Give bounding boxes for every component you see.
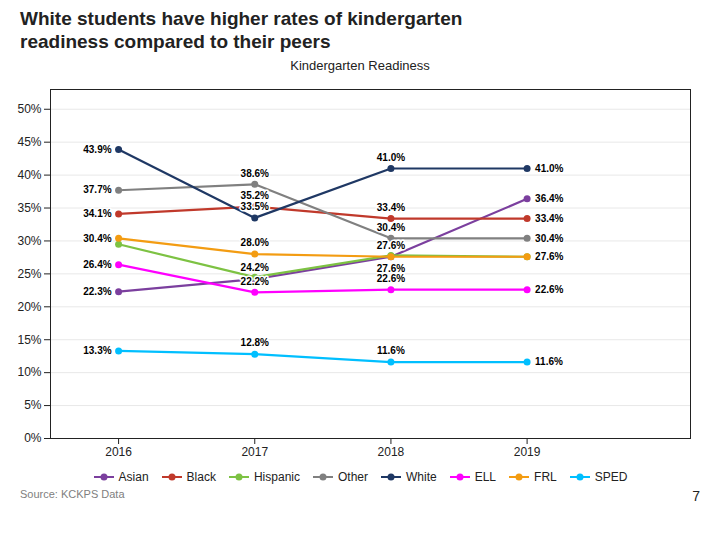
svg-text:30.4%: 30.4% bbox=[377, 221, 405, 232]
svg-text:20%: 20% bbox=[17, 299, 41, 313]
svg-text:43.9%: 43.9% bbox=[83, 143, 111, 154]
html-text:Other: Other bbox=[338, 469, 368, 484]
svg-text:27.6%: 27.6% bbox=[377, 240, 405, 251]
svg-text:15%: 15% bbox=[17, 332, 41, 346]
svg-text:36.4%: 36.4% bbox=[535, 193, 563, 204]
svg-text:41.0%: 41.0% bbox=[535, 162, 563, 173]
svg-text:33.4%: 33.4% bbox=[377, 201, 405, 212]
svg-text:35.2%: 35.2% bbox=[241, 190, 269, 201]
svg-text:50%: 50% bbox=[17, 102, 41, 116]
html-text:Asian: Asian bbox=[118, 469, 149, 484]
svg-text:2017: 2017 bbox=[241, 445, 268, 459]
svg-text:41.0%: 41.0% bbox=[377, 151, 405, 162]
svg-text:33.5%: 33.5% bbox=[241, 201, 269, 212]
svg-text:30.4%: 30.4% bbox=[535, 232, 563, 243]
svg-text:37.7%: 37.7% bbox=[83, 184, 111, 195]
svg-text:11.6%: 11.6% bbox=[377, 345, 405, 356]
svg-text:30.4%: 30.4% bbox=[83, 232, 111, 243]
svg-text:22.6%: 22.6% bbox=[535, 283, 563, 294]
svg-text:24.2%: 24.2% bbox=[241, 262, 269, 273]
svg-text:10%: 10% bbox=[17, 365, 41, 379]
svg-text:2019: 2019 bbox=[514, 445, 541, 459]
svg-text:33.4%: 33.4% bbox=[535, 212, 563, 223]
svg-text:12.8%: 12.8% bbox=[241, 337, 269, 348]
svg-text:38.6%: 38.6% bbox=[241, 167, 269, 178]
svg-text:2016: 2016 bbox=[105, 445, 132, 459]
svg-text:25%: 25% bbox=[17, 266, 41, 280]
svg-text:5%: 5% bbox=[24, 398, 42, 412]
html-text:ELL: ELL bbox=[474, 469, 496, 484]
html-text:7: 7 bbox=[692, 487, 700, 504]
html-text:White: White bbox=[406, 469, 437, 484]
html-text:Hispanic: Hispanic bbox=[254, 469, 300, 484]
html-text:Kindergarten Readiness: Kindergarten Readiness bbox=[290, 57, 430, 73]
svg-text:28.0%: 28.0% bbox=[241, 237, 269, 248]
svg-text:13.3%: 13.3% bbox=[83, 345, 111, 356]
svg-text:35%: 35% bbox=[17, 200, 41, 214]
html-text:White students have higher rat: White students have higher rates of kind… bbox=[20, 8, 463, 52]
html-text:Source: KCKPS Data: Source: KCKPS Data bbox=[20, 487, 125, 500]
svg-text:27.6%: 27.6% bbox=[535, 251, 563, 262]
svg-text:26.4%: 26.4% bbox=[83, 258, 111, 269]
html-text:SPED: SPED bbox=[594, 469, 628, 484]
html-text:FRL: FRL bbox=[534, 469, 557, 484]
svg-text:30%: 30% bbox=[17, 233, 41, 247]
svg-text:27.6%: 27.6% bbox=[377, 263, 405, 274]
svg-text:22.3%: 22.3% bbox=[83, 285, 111, 296]
svg-text:40%: 40% bbox=[17, 168, 41, 182]
html-text:Black: Black bbox=[186, 469, 216, 484]
svg-text:22.6%: 22.6% bbox=[377, 272, 405, 283]
svg-text:22.2%: 22.2% bbox=[241, 275, 269, 286]
svg-text:2018: 2018 bbox=[378, 445, 405, 459]
svg-text:0%: 0% bbox=[24, 431, 42, 445]
svg-text:34.1%: 34.1% bbox=[83, 208, 111, 219]
svg-text:45%: 45% bbox=[17, 135, 41, 149]
svg-text:11.6%: 11.6% bbox=[535, 356, 563, 367]
